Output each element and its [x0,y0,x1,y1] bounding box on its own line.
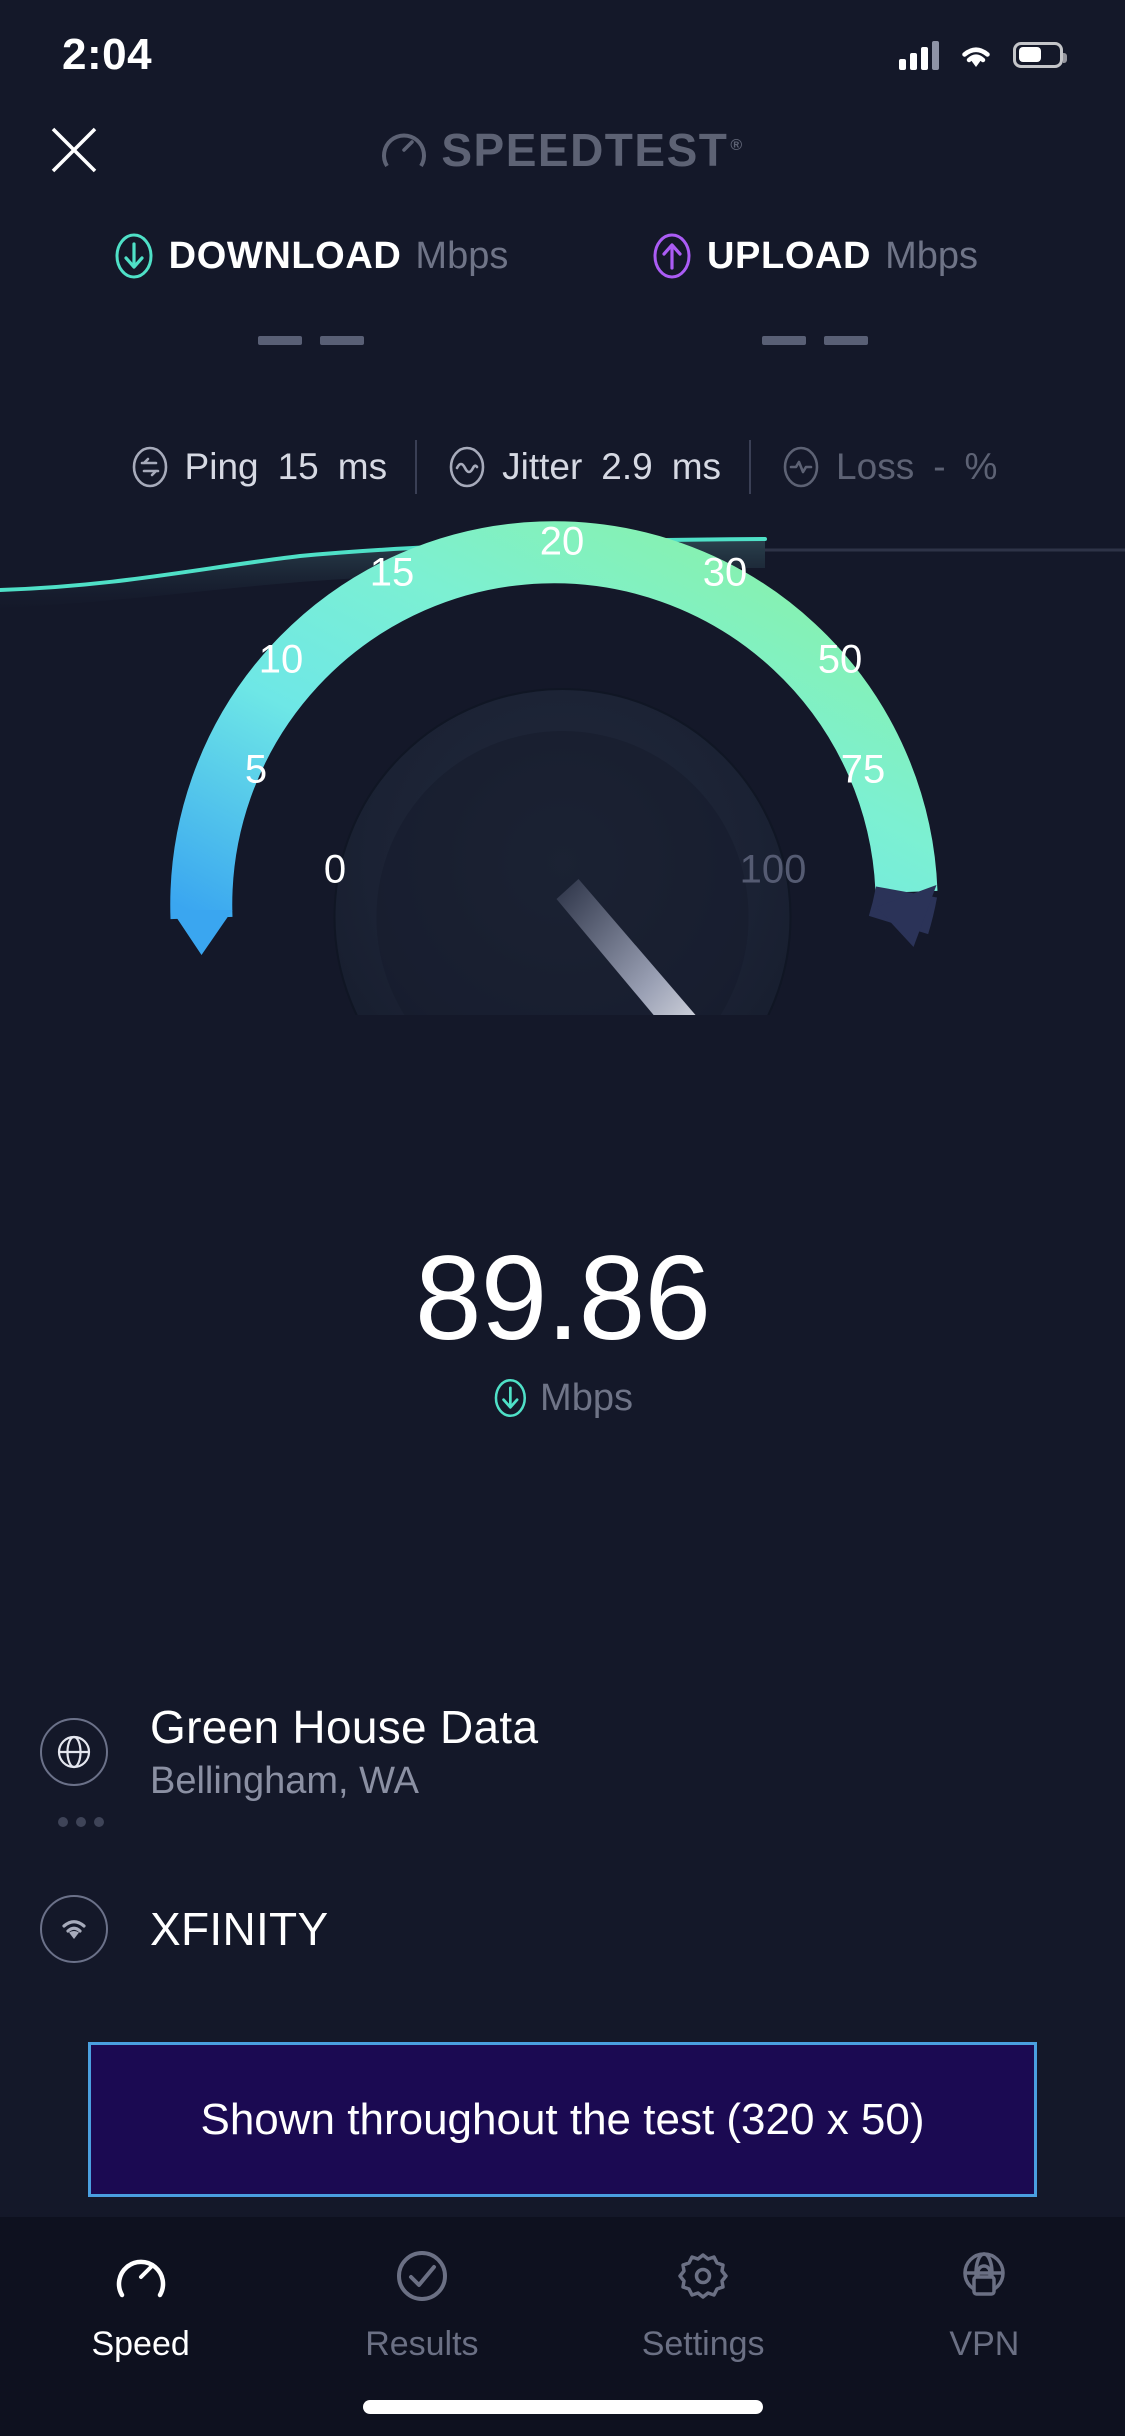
more-dots-icon[interactable] [58,1817,1125,1827]
gauge-tick-100: 100 [739,847,807,892]
bottom-tab-bar: Speed Results Settings VPN [0,2217,1125,2436]
home-indicator [362,2400,763,2414]
jitter-stat: Jitter 2.9 ms [417,445,749,489]
upload-value [761,336,868,345]
gauge-readout: 89.86 Mbps [414,1231,711,1420]
download-arrow-icon [115,233,153,279]
gauge-tick-0: 0 [323,847,347,892]
tab-vpn[interactable]: VPN [844,2245,1125,2364]
server-name: Green House Data [150,1701,539,1753]
wifi-icon [962,47,990,67]
gauge-tick-10: 10 [258,637,304,682]
stat-divider [415,440,418,494]
ping-unit: ms [337,446,388,487]
tab-settings[interactable]: Settings [563,2245,844,2364]
tab-speed-label: Speed [91,2325,190,2363]
speed-gauge-icon [116,2259,165,2298]
status-time: 2:04 [62,29,153,79]
gauge-tick-75: 75 [840,747,886,792]
brand-name: SPEEDTEST ® [441,123,743,177]
download-label: DOWNLOAD [168,234,402,277]
gauge-tick-20: 20 [539,519,585,564]
close-icon [51,127,97,173]
brand-label: SPEEDTEST [441,124,729,176]
download-unit: Mbps [415,234,509,277]
gauge-tick-50: 50 [817,637,863,682]
tab-vpn-label: VPN [949,2325,1020,2363]
loss-label: Loss [836,446,915,487]
close-button[interactable] [38,114,110,186]
gauge-start-cap [171,910,232,955]
upload-label: UPLOAD [707,234,872,277]
jitter-unit: ms [671,446,722,487]
download-arrow-icon [494,1378,526,1418]
status-indicators [899,40,1067,70]
gauge-graphic [169,521,937,1015]
ping-icon [132,446,167,488]
connection-stats: Ping 15 ms Jitter 2.9 ms Loss - % [0,440,1125,494]
battery-icon [1013,41,1067,68]
brand-logo: SPEEDTEST ® [381,123,743,177]
isp-section[interactable]: XFINITY [0,1895,1125,1963]
wifi-icon [40,1895,108,1963]
download-metric: DOWNLOAD Mbps [101,230,521,345]
loss-unit: % [964,446,998,487]
ad-banner[interactable]: Shown throughout the test (320 x 50) [88,2042,1037,2197]
tab-settings-label: Settings [641,2325,765,2363]
speed-metrics: DOWNLOAD Mbps UPLOAD Mbps [0,230,1125,345]
ad-banner-text: Shown throughout the test (320 x 50) [200,2094,925,2144]
brand-trademark: ® [730,136,744,154]
loss-value: - [933,446,946,487]
tab-results-label: Results [365,2325,479,2363]
cellular-signal-icon [899,40,939,70]
isp-name: XFINITY [150,1903,329,1955]
settings-gear-icon [678,2253,728,2299]
ping-label: Ping [184,446,259,487]
loss-icon [783,446,819,488]
gauge-needle [556,879,696,1015]
results-check-icon [396,2251,447,2301]
speed-gauge: 20 15 30 10 50 5 75 0 100 [0,455,1125,1015]
app-header: SPEEDTEST ® [0,95,1125,205]
jitter-icon [449,446,485,488]
server-section[interactable]: Green House Data Bellingham, WA [0,1700,1125,1827]
gauge-tick-30: 30 [702,550,748,595]
upload-arrow-icon [653,233,691,279]
upload-unit: Mbps [885,234,978,277]
status-bar: 2:04 [0,0,1125,95]
tab-results[interactable]: Results [281,2245,562,2364]
ping-stat: Ping 15 ms [100,445,416,489]
gauge-dial-inner [376,731,748,1015]
gauge-tick-5: 5 [244,747,268,792]
tab-speed[interactable]: Speed [0,2245,281,2364]
speed-value: 89.86 [414,1231,711,1365]
ping-value: 15 [277,446,319,487]
jitter-value: 2.9 [601,446,653,487]
jitter-label: Jitter [502,446,583,487]
speedtest-gauge-icon [382,133,427,168]
stat-divider [749,440,752,494]
loss-stat: Loss - % [751,445,1025,489]
globe-icon [40,1717,108,1786]
gauge-tick-15: 15 [369,550,415,595]
gauge-dial-edge [333,688,791,1015]
speed-unit: Mbps [540,1376,633,1419]
upload-metric: UPLOAD Mbps [605,230,1025,345]
vpn-globe-lock-icon [963,2252,1006,2296]
gauge-end-cap [876,885,936,947]
gauge-value-arc [169,521,937,920]
download-value [257,336,364,345]
server-location: Bellingham, WA [150,1760,419,1802]
